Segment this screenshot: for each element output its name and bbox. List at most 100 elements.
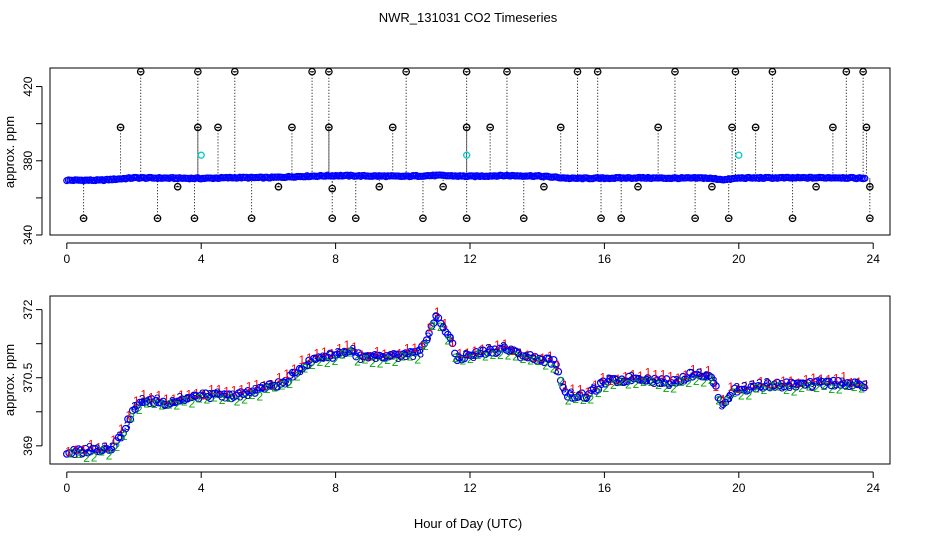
series-2-marker: 2 [121,429,128,443]
series-3-marker: 3 [417,346,424,360]
series-1-marker: 1 [833,372,840,386]
series-3-marker: 3 [365,350,372,364]
series-1-marker: 1 [464,346,471,360]
series-1-marker: 1 [155,389,162,403]
outlier-point [859,67,867,76]
outlier-point [153,214,162,223]
series-1-marker: 1 [472,344,479,358]
series-3-marker: 3 [809,380,816,394]
series-2-marker: 2 [211,391,218,405]
series-2-marker: 2 [700,376,707,390]
series-1-marker: 1 [366,350,373,364]
series-2-marker: 2 [497,348,504,362]
series-3-marker: 3 [146,396,153,410]
outlier-point [842,67,851,76]
series-3-marker: 3 [538,354,545,368]
outlier-point [173,182,182,191]
series-3-marker: 3 [718,399,725,413]
series-1-marker: 1 [359,348,366,362]
series-2-marker: 2 [610,378,617,392]
series-2-marker: 2 [332,354,339,368]
y-tick-label: 380 [21,150,35,170]
outlier-point [214,123,222,132]
series-3-marker: 3 [139,392,146,406]
series-3-marker: 3 [448,331,455,345]
x-tick-label: 20 [732,481,746,495]
series-1-marker: 1 [171,392,178,406]
series-1-marker: 1 [163,392,170,406]
series-1-marker: 1 [133,394,140,408]
series-1-marker: 1 [80,443,87,457]
outlier-point [230,67,239,76]
series-3-marker: 3 [432,310,439,324]
series-3-marker: 3 [410,349,417,363]
series-2-marker: 2 [565,394,572,408]
outlier-point [728,123,736,132]
series-1-marker: 1 [208,383,215,397]
sample-point [425,329,433,338]
sample-point [794,379,803,387]
series-3-marker: 3 [824,375,831,389]
series-1-marker: 1 [773,376,780,390]
series-3-marker: 3 [162,398,169,412]
series-1-marker: 1 [118,422,125,436]
series-2-marker: 2 [128,411,135,425]
outlier-point [812,182,820,191]
series-2-marker: 2 [339,347,346,361]
series-3-marker: 3 [500,340,507,354]
x-tick-label: 4 [198,252,205,266]
series-1-marker: 1 [276,370,283,384]
outlier-point [419,214,427,223]
series-1-marker: 1 [637,369,644,383]
series-3-marker: 3 [440,321,447,335]
series-3-marker: 3 [764,376,771,390]
series-3-marker: 3 [455,350,462,364]
outlier-point [308,67,316,76]
series-3-marker: 3 [214,386,221,400]
sample-point [121,424,130,433]
sample-point [392,350,400,359]
series-1-marker: 1 [148,390,155,404]
series-1-marker: 1 [750,377,757,391]
outlier-point [573,67,582,76]
series-1-marker: 1 [554,358,561,372]
series-2-marker: 2 [68,447,75,461]
sample-point [594,385,603,394]
outlier-point [486,123,495,132]
series-1-marker: 1 [193,386,200,400]
series-1-marker: 1 [532,351,539,365]
series-1-marker: 1 [110,433,117,447]
sample-point [832,380,840,389]
series-2-marker: 2 [467,352,474,366]
series-3-marker: 3 [666,378,673,392]
series-3-marker: 3 [169,395,176,409]
flagged-point [462,151,471,159]
series-2-marker: 2 [256,389,263,403]
outlier-point [829,123,837,132]
series-1-marker: 1 [223,385,230,399]
series-1-marker: 1 [818,372,825,386]
sample-point [131,405,139,414]
series-2-marker: 2 [452,351,459,365]
y-tick-label: 340 [21,225,35,245]
sample-point [719,400,727,409]
x-tick-label: 0 [63,481,70,495]
y-tick-label: 369 [21,436,35,456]
outlier-point [375,182,384,191]
series-2-marker: 2 [279,378,286,392]
series-2-marker: 2 [234,395,241,409]
sample-point [460,354,469,363]
sample-point [674,377,683,385]
sample-point [187,393,196,402]
series-1-marker: 1 [178,388,185,402]
outlier-point [193,67,202,76]
series-2-marker: 2 [843,379,850,393]
sample-point [806,377,814,386]
series-3-marker: 3 [71,447,78,461]
series-1-marker: 1 [825,372,832,386]
series-2-marker: 2 [693,374,700,388]
outlier-point [768,67,777,76]
sample-point [260,385,269,393]
